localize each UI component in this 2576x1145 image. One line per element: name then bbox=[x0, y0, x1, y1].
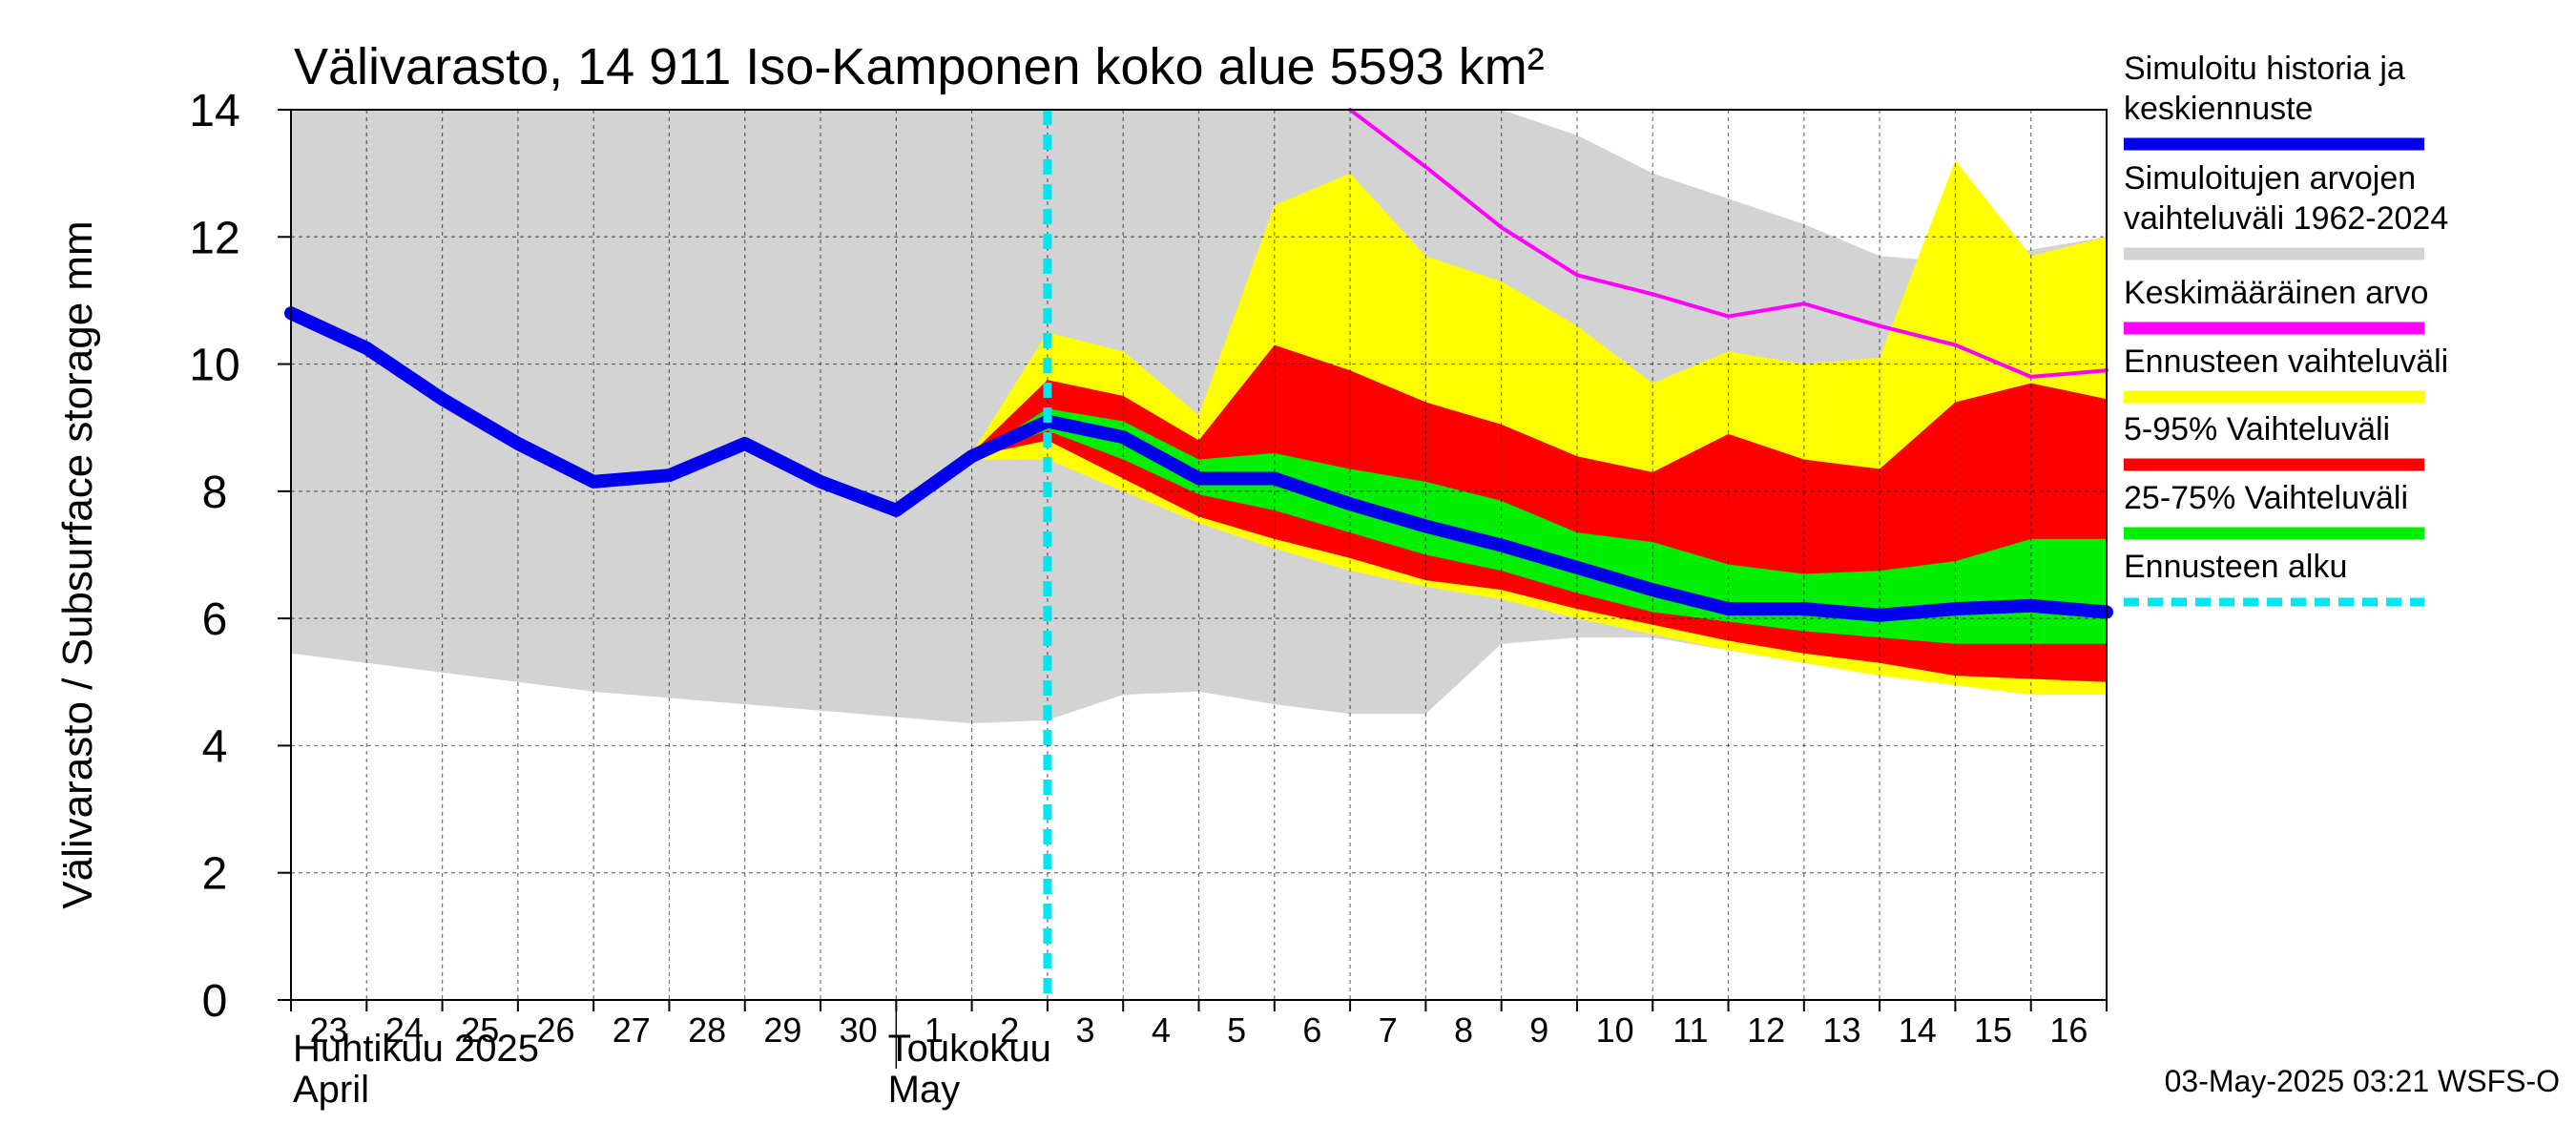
band-25-75-vaihteluv-li bbox=[971, 408, 2107, 644]
legend-item-keskim-r-inen-arvo: Keskimääräinen arvo bbox=[2124, 275, 2428, 335]
x-tick-label: 8 bbox=[1454, 1010, 1473, 1050]
legend-label: Simuloitujen arvojen bbox=[2124, 160, 2416, 197]
series-line-simuloitu-historia-ja-keskiennuste bbox=[284, 306, 2113, 622]
x-tick-label: 16 bbox=[2049, 1010, 2088, 1050]
x-tick-label: 28 bbox=[688, 1010, 726, 1050]
legend-item-ennusteen-vaihteluv-li: Ennusteen vaihteluväli bbox=[2124, 344, 2448, 404]
timestamp-footer: 03-May-2025 03:21 WSFS-O bbox=[2165, 1064, 2560, 1098]
month-label: Toukokuu bbox=[888, 1028, 1051, 1070]
legend-label: keskiennuste bbox=[2124, 91, 2313, 127]
legend-item-25-75-vaihteluv-li: 25-75% Vaihteluväli bbox=[2124, 480, 2424, 540]
x-tick-label: 6 bbox=[1302, 1010, 1321, 1050]
y-tick-label: 8 bbox=[202, 468, 228, 518]
x-tick-label: 14 bbox=[1899, 1010, 1937, 1050]
series-line-keskim-r-inen-arvo bbox=[1348, 108, 2109, 379]
x-tick-label: 2 bbox=[1000, 1010, 1019, 1050]
legend-item-ennusteen-alku: Ennusteen alku bbox=[2124, 549, 2424, 607]
x-tick-label: 30 bbox=[840, 1010, 878, 1050]
x-tick-label: 27 bbox=[613, 1010, 651, 1050]
y-tick-label: 12 bbox=[189, 213, 239, 263]
legend-label: vaihteluväli 1962-2024 bbox=[2124, 200, 2448, 237]
y-tick-label: 4 bbox=[202, 721, 228, 772]
y-tick-label: 10 bbox=[189, 341, 239, 391]
x-tick-label: 15 bbox=[1974, 1010, 2012, 1050]
month-label-en: April bbox=[293, 1069, 369, 1111]
x-tick-label: 4 bbox=[1152, 1010, 1171, 1050]
legend-item-simuloitu-historia-ja-keskiennuste: Simuloitu historia ja keskiennuste bbox=[2124, 51, 2424, 151]
y-tick-label: 6 bbox=[202, 594, 228, 645]
x-tick-label: 12 bbox=[1747, 1010, 1785, 1050]
chart-title: Välivarasto, 14 911 Iso-Kamponen koko al… bbox=[294, 38, 1545, 95]
y-axis-label: Välivarasto / Subsurface storage mm bbox=[54, 220, 101, 908]
x-tick-label: 10 bbox=[1596, 1010, 1634, 1050]
y-tick-label: 0 bbox=[202, 976, 228, 1027]
x-tick-label: 29 bbox=[763, 1010, 801, 1050]
legend-label: Ennusteen alku bbox=[2124, 549, 2347, 585]
legend: Simuloitu historia jakeskiennusteSimuloi… bbox=[2124, 51, 2448, 607]
x-tick-label: 11 bbox=[1672, 1010, 1708, 1050]
legend-label: 5-95% Vaihteluväli bbox=[2124, 411, 2390, 448]
x-tick-label: 5 bbox=[1227, 1010, 1246, 1050]
legend-item-5-95-vaihteluv-li: 5-95% Vaihteluväli bbox=[2124, 411, 2424, 471]
x-tick-label: 7 bbox=[1379, 1010, 1398, 1050]
month-label: Huhtikuu 2025 bbox=[293, 1028, 539, 1070]
legend-label: Keskimääräinen arvo bbox=[2124, 275, 2428, 311]
x-tick-label: 9 bbox=[1529, 1010, 1548, 1050]
grid-layer bbox=[291, 110, 2107, 1000]
x-tick-label: 3 bbox=[1076, 1010, 1095, 1050]
lines-layer bbox=[284, 108, 2113, 1000]
x-tick-label: 26 bbox=[536, 1010, 574, 1050]
month-label-en: May bbox=[888, 1069, 961, 1111]
legend-label: 25-75% Vaihteluväli bbox=[2124, 480, 2408, 516]
x-tick-label: 23 bbox=[310, 1010, 348, 1050]
x-tick-label: 25 bbox=[461, 1010, 499, 1050]
x-tick-label: 1 bbox=[924, 1010, 944, 1050]
x-tick-label: 24 bbox=[385, 1010, 424, 1050]
legend-label: Simuloitu historia ja bbox=[2124, 51, 2405, 87]
legend-label: Ennusteen vaihteluväli bbox=[2124, 344, 2448, 380]
y-tick-label: 2 bbox=[202, 849, 228, 900]
y-tick-label: 14 bbox=[189, 86, 239, 136]
x-tick-label: 13 bbox=[1822, 1010, 1860, 1050]
